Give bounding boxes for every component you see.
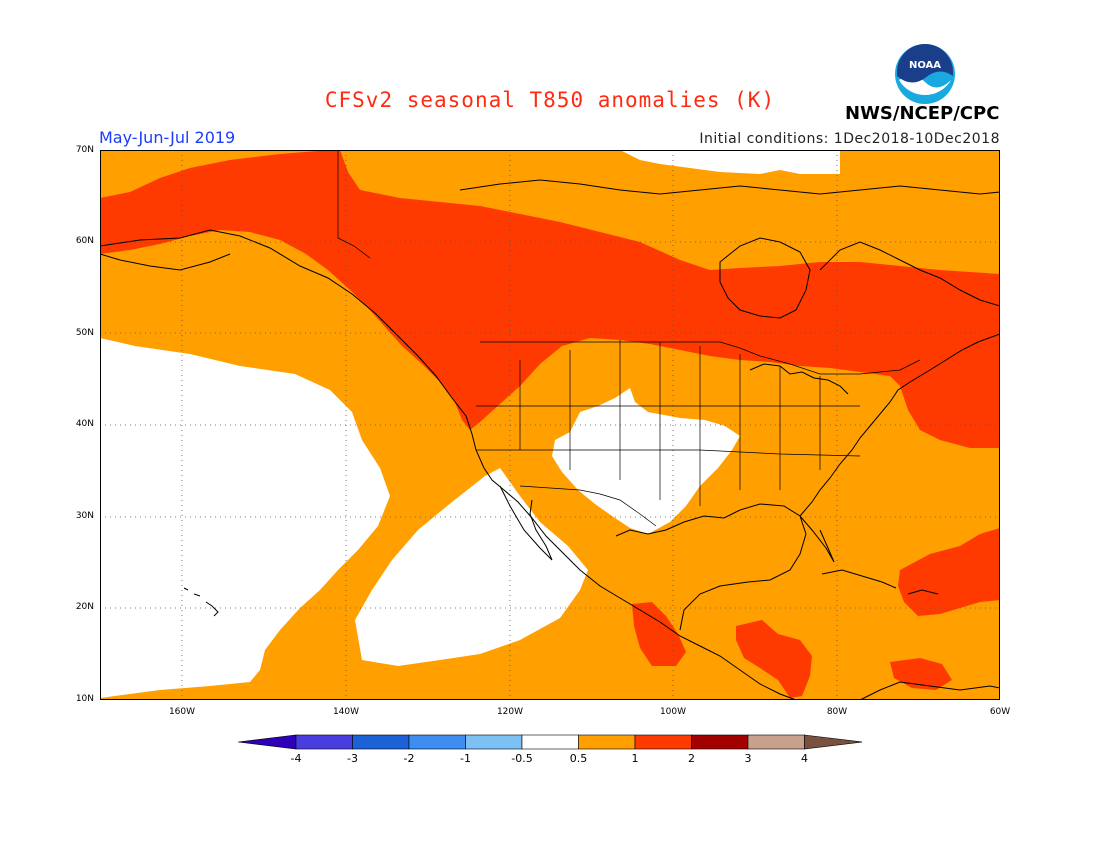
colorbar-segment [408,734,466,750]
lat-label-60n: 60N [75,236,94,246]
graticule [100,150,1000,700]
colorbar-tick-label: 3 [744,752,752,765]
logo-text: NOAA [909,60,941,71]
colorbar-tick-label: 0.5 [569,752,588,765]
lon-label-80w: 80W [826,707,848,717]
colorbar-segment [295,734,353,750]
coastline-florida [799,515,835,563]
agency-label: NWS/NCEP/CPC [845,103,1000,124]
coastline-south-america [859,681,1000,700]
anomaly-region-central-america [632,602,686,666]
colorbar-tick-label: -3 [347,752,358,765]
colorbar-tick-label: -0.5 [511,752,533,765]
noaa-logo: NOAA [895,44,955,104]
boundary-alaska-canada [337,150,371,259]
lon-label-120w: 120W [496,707,524,717]
lat-label-70n: 70N [75,145,94,155]
coastline-aleutians [100,253,231,271]
lat-label-40n: 40N [75,419,94,429]
boundary-us-states-2 [519,340,821,506]
neutral-region-arctic [620,150,840,174]
anomaly-region-central-america-2 [736,620,812,698]
colorbar-arrow-low [238,734,297,750]
coastlines [100,179,1000,700]
colorbar-tick-label: -1 [460,752,471,765]
colorbar-tick-label: 1 [631,752,639,765]
colorbar-tick-label: -2 [403,752,415,765]
lon-label-60w: 60W [989,707,1011,717]
forecast-period: May-Jun-Jul 2019 [99,128,236,147]
colorbar-segment [578,734,636,750]
colorbar-tick-label: 4 [801,752,808,765]
anomaly-map [100,150,1000,700]
coastline-hudson [719,237,811,319]
lon-label-140w: 140W [332,707,360,717]
lat-label-30n: 30N [75,511,94,521]
coastline-great-lakes [749,363,849,395]
coastline-labrador [819,241,1000,307]
anomaly-region-northwest [100,150,1000,448]
boundary-us-mexico [519,485,657,527]
colorbar-segment [521,734,579,750]
boundary-us-states-3 [476,449,861,457]
colorbar-segment [465,734,523,750]
colorbar-arrow-high [804,734,862,750]
colorbar [238,734,862,750]
coastline-west [100,229,797,700]
colorbar-segment [747,734,805,750]
coastline-east [799,333,1000,517]
lon-label-100w: 100W [659,707,687,717]
lat-label-20n: 20N [75,602,94,612]
lat-label-10n: 10N [75,694,94,704]
colorbar-tick-label: -4 [290,752,302,765]
colorbar-segment [352,734,410,750]
neutral-region-pacific-south [355,468,588,666]
boundaries [337,150,921,527]
coastline-arctic [459,179,1000,195]
neutral-region-pacific-north [100,338,390,698]
coastline-cuba [821,569,897,589]
anomaly-region-caribbean-south [890,658,952,690]
lon-label-160w: 160W [168,707,196,717]
coastline-baja [499,485,553,561]
initial-conditions: Initial conditions: 1Dec2018-10Dec2018 [699,131,1000,147]
lat-label-50n: 50N [75,328,94,338]
colorbar-segment [634,734,692,750]
coastline-hawaii [183,587,219,617]
colorbar-tick-label: 2 [688,752,695,765]
coastline-gulf [615,503,807,631]
colorbar-segment [691,734,749,750]
boundary-canada-us [480,341,921,375]
neutral-region-southwest-us [552,388,740,534]
chart-title: CFSv2 seasonal T850 anomalies (K) [324,88,776,112]
anomaly-region-caribbean [898,528,1000,616]
coastline-hispaniola [907,589,939,595]
